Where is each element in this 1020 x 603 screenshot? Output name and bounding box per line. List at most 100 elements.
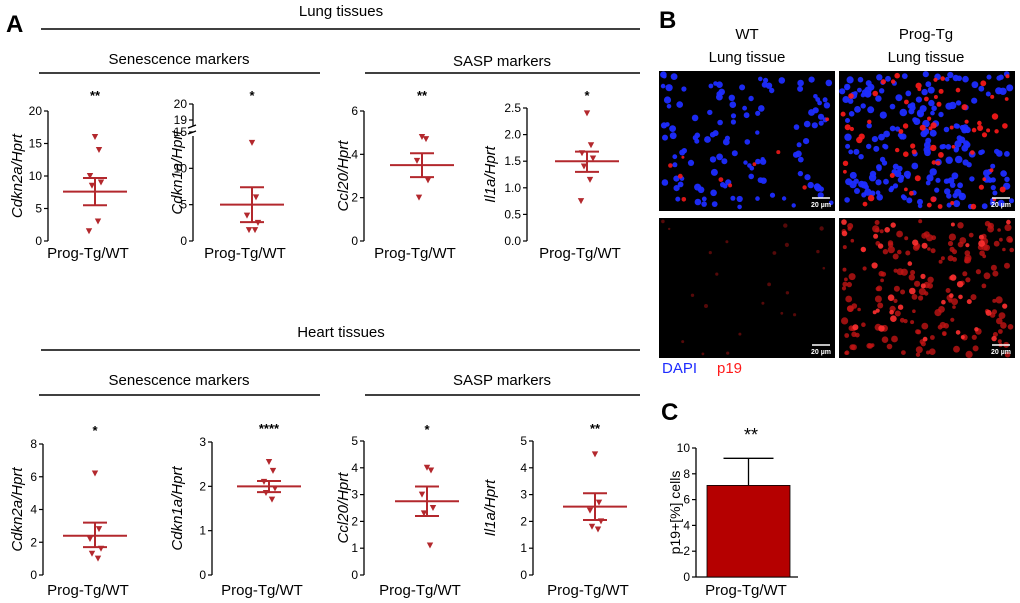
data-point [424,177,432,184]
cell [846,281,852,288]
cell [892,183,899,189]
cell [877,243,884,249]
data-point [95,526,103,533]
cell [887,246,895,254]
cell [850,344,857,351]
cell [909,190,914,196]
data-point [429,505,437,511]
scale-bar-2: 20 µm [991,197,1011,209]
cell [872,310,877,315]
cell [937,204,943,209]
cell [716,93,723,101]
cell [669,125,676,132]
cell [958,136,966,144]
cell [964,254,972,262]
cell [948,233,957,241]
data-point [589,155,597,162]
y-tick-label: 2.5 [504,101,521,115]
cell [905,90,912,97]
cell [888,187,894,193]
cell [866,143,872,150]
cell [965,243,970,248]
cell [897,249,902,255]
y-axis-title: Ccl20/Hprt [335,472,352,544]
cell [848,93,854,99]
cell [724,135,731,141]
cell [778,77,786,84]
cell [962,271,968,277]
data-point [595,499,603,506]
cell [981,132,988,138]
cell [736,195,743,203]
cell [996,317,1003,325]
cell [1007,324,1014,330]
y-tick-label: 10 [29,169,43,183]
y-tick-label: 3 [199,435,206,449]
cell [982,177,986,181]
cell [921,322,929,330]
cell [957,241,964,248]
lung-tissues-title: Lung tissues [299,3,383,20]
cell [956,281,964,288]
cell [940,76,945,81]
cell [890,315,897,323]
cell [884,227,890,233]
heart-tissues-title: Heart tissues [297,324,385,341]
data-point [254,219,262,226]
y-tick-label: 4 [520,461,527,475]
cell [850,238,855,243]
cell [715,272,719,276]
cell [949,125,954,130]
cell [743,112,750,119]
data-point [580,163,588,170]
cell [849,171,857,179]
cell [851,331,857,337]
cell [904,187,908,192]
y-tick-label: 2 [683,544,690,558]
cell [886,343,893,350]
chart-heart-il1a: 0 1 2 3 4 5 Il1a/Hprt Prog-Tg/WT ** [482,421,629,599]
cell [941,299,946,305]
cell [936,101,942,107]
cell [681,86,687,92]
cell [931,160,936,165]
cell [970,203,977,210]
cell [730,113,737,119]
cell [996,150,1003,157]
tg-merged-cells [839,71,1014,210]
y-tick-label: 15 [29,137,43,151]
data-point [268,496,276,503]
cell [743,160,748,165]
cell [781,196,787,201]
y-tick-label: 0 [683,570,690,584]
wt-column-label: WT [735,26,758,43]
cell [860,103,866,109]
cell [760,157,765,162]
cell [807,181,814,189]
data-point [88,182,96,189]
cell [916,109,925,117]
cell [878,270,885,277]
cell [701,352,705,356]
cell [912,309,916,314]
cell [964,119,969,124]
cell [903,151,909,157]
cell [864,90,872,98]
cell [999,87,1007,96]
cell [717,119,723,126]
cell [708,251,712,255]
cell [858,154,864,160]
cell [818,120,824,126]
category-label: Prog-Tg/WT [379,582,461,599]
data-point [97,545,105,552]
data-point [97,179,105,186]
cell [965,350,973,358]
cell [757,177,764,184]
cell [945,102,953,110]
cell [874,227,880,233]
cell [971,334,977,340]
cell [951,172,959,180]
y-tick-label: 4 [683,518,690,532]
y-tick-label: 5 [35,202,42,216]
